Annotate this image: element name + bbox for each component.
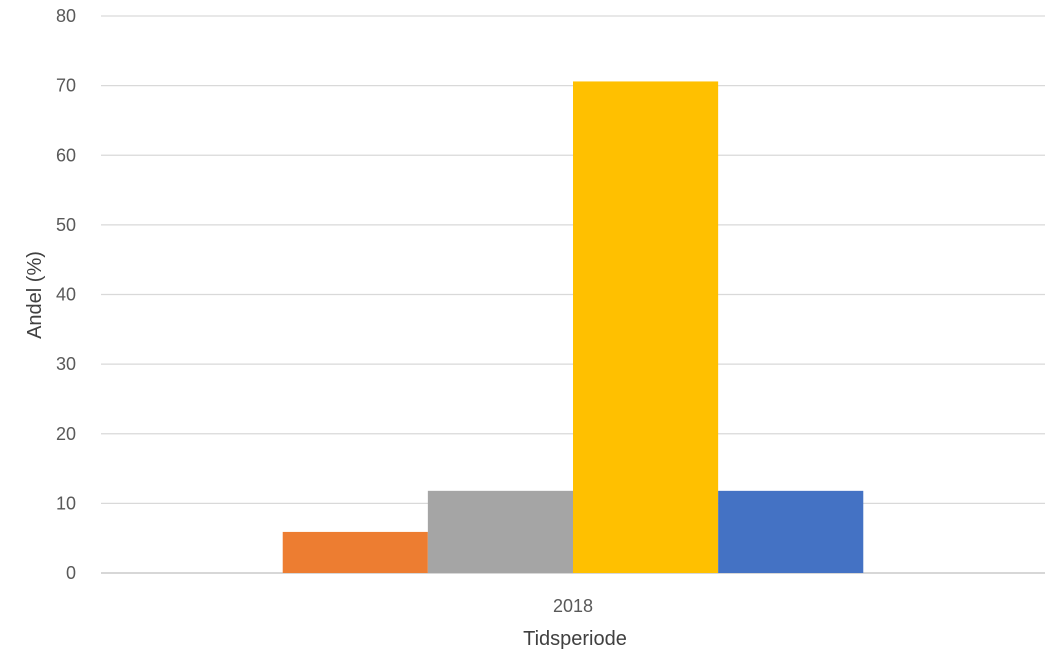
y-axis-ticks: 0 10 20 30 40 50 60 70 80 [56,6,76,583]
bar [718,490,864,573]
y-tick-label: 80 [56,6,76,26]
y-tick-label: 30 [56,354,76,374]
y-tick-label: 40 [56,285,76,305]
y-tick-label: 60 [56,145,76,165]
bar [573,81,719,573]
y-tick-label: 70 [56,76,76,96]
y-tick-label: 0 [66,563,76,583]
x-tick-label: 2018 [553,596,593,616]
y-tick-label: 20 [56,424,76,444]
x-axis-ticks: 2018 [553,596,593,616]
bar [427,490,573,573]
x-axis-title: Tidsperiode [523,628,627,650]
y-tick-label: 50 [56,215,76,235]
y-tick-label: 10 [56,493,76,513]
bars [282,81,864,573]
bar [282,531,428,573]
y-axis-title: Andel (%) [24,251,46,339]
